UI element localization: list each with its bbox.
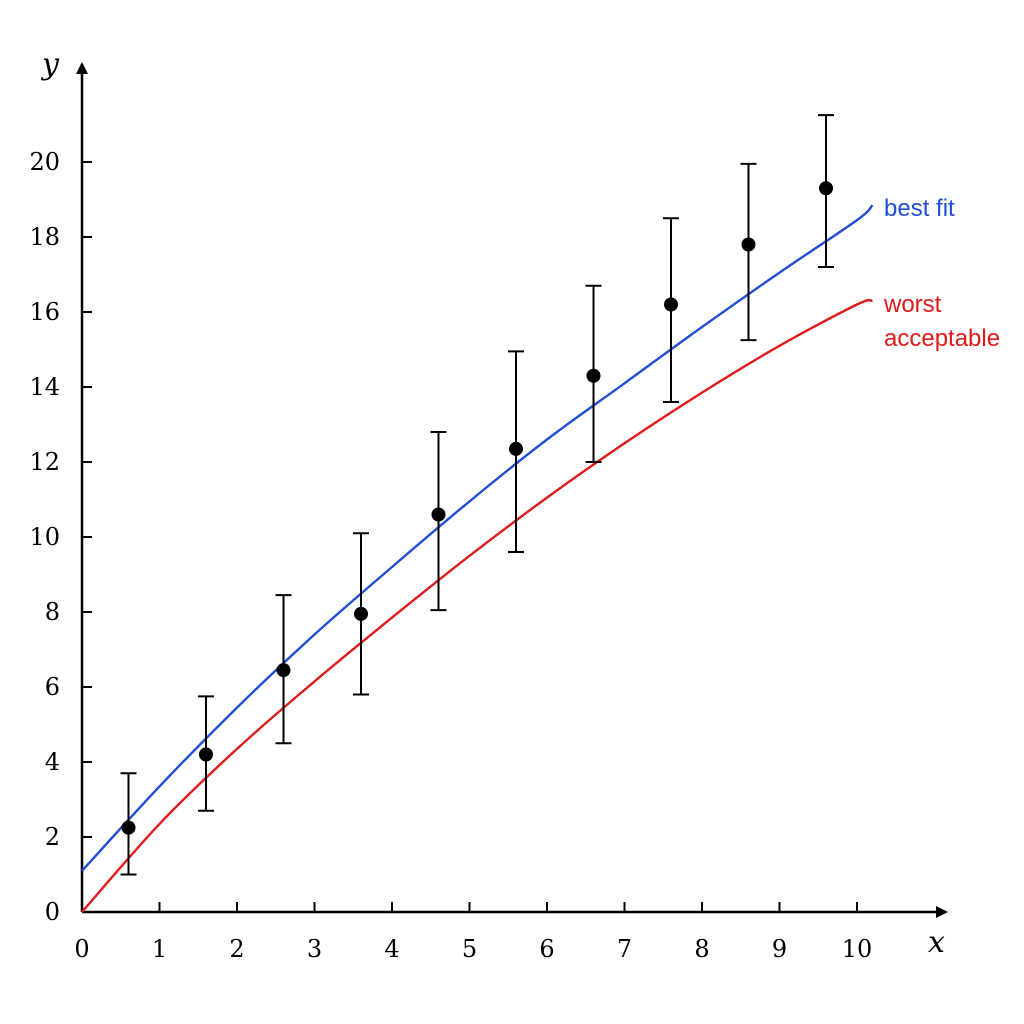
data-point — [663, 217, 679, 403]
y-tick-label: 16 — [29, 298, 60, 326]
point-marker — [276, 663, 291, 678]
x-tick-label: 7 — [617, 935, 632, 963]
data-point — [430, 431, 447, 612]
data-point — [818, 114, 834, 268]
point-marker — [199, 747, 213, 762]
x-axis-title: x — [928, 925, 945, 960]
series-labels: best fit worst acceptable — [883, 195, 1000, 352]
x-tick-label: 1 — [152, 935, 167, 963]
x-tick-label: 8 — [694, 935, 709, 963]
point-marker — [509, 441, 523, 456]
point-marker — [664, 297, 678, 312]
x-tick-label: 4 — [384, 935, 399, 963]
point-marker — [741, 237, 756, 252]
x-tick-label: 6 — [539, 935, 554, 963]
data-point — [275, 594, 292, 745]
x-tick-label: 5 — [462, 935, 477, 963]
series-worst-acceptable-line — [81, 298, 873, 913]
y-tick-label: 0 — [45, 898, 60, 926]
x-axis: 0 1 2 3 4 5 6 7 8 9 10 x — [74, 902, 948, 963]
point-marker — [819, 181, 833, 196]
x-tick-label: 3 — [307, 935, 322, 963]
y-tick-label: 20 — [29, 148, 60, 176]
series-label-best-fit: best fit — [884, 195, 955, 222]
fit-curves — [81, 204, 874, 913]
x-tick-label: 0 — [74, 935, 89, 963]
series-label-line: worst — [883, 291, 942, 318]
data-point — [198, 695, 214, 812]
series-label-worst-acceptable: worst acceptable — [883, 291, 1000, 352]
y-axis: 0 2 4 6 8 10 12 14 16 18 20 y — [29, 47, 92, 926]
y-tick-label: 2 — [45, 823, 60, 851]
point-marker — [354, 606, 368, 621]
data-point — [508, 350, 524, 553]
series-label-line: acceptable — [884, 325, 1000, 352]
y-tick-label: 18 — [29, 223, 60, 251]
y-tick-label: 8 — [45, 598, 60, 626]
y-tick-label: 4 — [45, 748, 60, 776]
x-tick-label: 2 — [229, 935, 244, 963]
data-point — [353, 532, 369, 696]
point-marker — [586, 368, 601, 383]
data-point — [120, 772, 137, 876]
data-point — [585, 284, 602, 463]
data-point — [740, 162, 757, 342]
y-tick-label: 10 — [29, 523, 60, 551]
point-marker — [121, 820, 136, 835]
y-axis-title: y — [40, 47, 60, 82]
y-tick-label: 12 — [29, 448, 60, 476]
y-tick-label: 6 — [45, 673, 60, 701]
y-tick-label: 14 — [29, 373, 60, 401]
point-marker — [431, 507, 446, 522]
x-tick-label: 9 — [772, 935, 787, 963]
series-best-fit-line — [81, 204, 874, 872]
data-points — [120, 114, 834, 876]
x-ticks: 0 1 2 3 4 5 6 7 8 9 10 — [74, 902, 872, 963]
y-ticks: 0 2 4 6 8 10 12 14 16 18 20 — [29, 148, 92, 926]
x-tick-label: 10 — [842, 935, 873, 963]
